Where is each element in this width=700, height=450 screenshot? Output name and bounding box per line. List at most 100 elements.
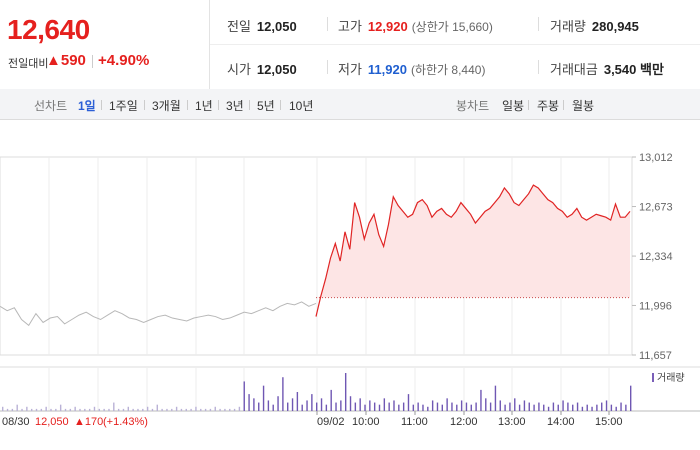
range-1w-tab[interactable]: 1주일 (109, 99, 138, 113)
volume-bar (514, 398, 516, 411)
divider (92, 55, 93, 68)
current-price: 12,640 (7, 14, 90, 45)
volume-bar (591, 406, 593, 411)
divider (528, 100, 529, 110)
volume-bar (282, 377, 284, 411)
stat-high: 고가 12,920 (상한가 15,660) (338, 19, 493, 34)
volume-bar (465, 402, 468, 411)
volume-bar (533, 404, 535, 411)
x-tick-label: 15:00 (595, 416, 623, 428)
volume-bar (562, 400, 564, 411)
x-tick-label: 14:00 (547, 416, 575, 428)
volume-bar (243, 381, 245, 411)
today-area-fill (316, 185, 630, 298)
y-tick-label: 12,673 (639, 202, 673, 214)
volume-bar (340, 400, 342, 411)
today-line (315, 184, 631, 317)
volume-bar (84, 408, 86, 411)
volume-bar (538, 402, 540, 411)
volume-bar (45, 406, 47, 411)
up-arrow-icon: ▲ (46, 52, 61, 69)
y-tick-label: 12,334 (639, 251, 673, 263)
range-1d-tab[interactable]: 1일 (78, 99, 96, 113)
prev-change-label: ▲170 (74, 416, 103, 428)
volume-bar (103, 408, 105, 411)
volume-bar (581, 406, 584, 411)
volume-bar (596, 404, 598, 411)
daily-candle-tab[interactable]: 일봉 (502, 99, 525, 113)
volume-bar (224, 408, 226, 411)
volume-bar (625, 404, 627, 411)
volume-bar (113, 402, 115, 411)
x-tick-label: 10:00 (352, 416, 380, 428)
volume-bar (547, 406, 550, 411)
volume-bar (311, 394, 313, 411)
divider (327, 60, 328, 74)
divider (101, 100, 102, 110)
change-value: ▲590 (46, 52, 86, 69)
volume-bar (364, 404, 366, 411)
volume-bar (523, 400, 526, 411)
volume-bar (253, 398, 255, 411)
volume-bar (156, 404, 158, 411)
monthly-candle-tab[interactable]: 월봉 (572, 99, 595, 113)
volume-bar (291, 398, 294, 411)
volume-bar (615, 406, 617, 411)
volume-bar (59, 404, 62, 411)
volume-bar (272, 404, 274, 411)
y-tick-label: 11,657 (639, 350, 672, 362)
volume-bar (50, 408, 52, 411)
range-3m-tab[interactable]: 3개월 (152, 99, 181, 113)
volume-bar (238, 406, 241, 411)
stat-low: 저가 11,920 (하한가 8,440) (338, 62, 486, 77)
y-axis-labels: 13,012 12,673 12,334 11,996 11,657 (632, 152, 673, 362)
y-tick-label: 11,996 (639, 300, 672, 312)
divider (563, 100, 564, 110)
volume-bar (436, 402, 439, 411)
volume-bar (166, 408, 168, 411)
volume-bar (518, 404, 521, 411)
volume-bar (219, 408, 221, 411)
stat-open: 시가 12,050 (227, 62, 297, 77)
prev-change-percent-label: (+1.43%) (103, 416, 148, 428)
divider (280, 100, 281, 110)
weekly-candle-tab[interactable]: 주봉 (537, 99, 560, 113)
volume-bar (151, 408, 154, 411)
range-10y-tab[interactable]: 10년 (289, 99, 314, 113)
volume-bar (98, 408, 101, 411)
volume-bar (572, 404, 574, 411)
volume-bar (301, 404, 303, 411)
volume-bar (180, 408, 183, 411)
price-chart: 13,012 12,673 12,334 11,996 11,657 09/02 10:0… (0, 152, 700, 428)
volume-bar (248, 394, 250, 411)
volume-bar (373, 402, 376, 411)
volume-bar (190, 408, 192, 411)
volume-bar (552, 402, 555, 411)
volume-bar (117, 408, 120, 411)
volume-bar (79, 408, 81, 411)
candle-chart-label: 봉차트 (456, 99, 490, 113)
volume-bar (494, 385, 497, 411)
volume-bar (175, 406, 178, 411)
volume-legend-label: 거래량 (657, 372, 685, 384)
range-5y-tab[interactable]: 5년 (257, 99, 275, 113)
volume-bar (64, 408, 67, 411)
range-1y-tab[interactable]: 1년 (195, 99, 213, 113)
stat-volume: 거래량 280,945 (550, 19, 639, 34)
volume-bar (451, 402, 453, 411)
x-axis-labels: 09/02 10:00 11:00 12:00 13:00 14:00 15:00 (316, 411, 623, 428)
prev-day-line (0, 301, 317, 327)
volume-bar (287, 402, 289, 411)
volume-bar (605, 400, 608, 411)
volume-bar (349, 396, 352, 411)
volume-bar (69, 408, 72, 411)
range-3y-tab[interactable]: 3년 (226, 99, 244, 113)
volume-bar (393, 400, 395, 411)
volume-bar (504, 404, 506, 411)
volume-bar (354, 402, 357, 411)
divider (218, 100, 219, 110)
volume-bar (35, 408, 38, 411)
volume-bar (630, 385, 632, 411)
quote-header: 12,640 전일대비 ▲590 +4.90% 전일 12,050 고가 12,92… (0, 0, 700, 90)
volume-bar (296, 392, 299, 411)
